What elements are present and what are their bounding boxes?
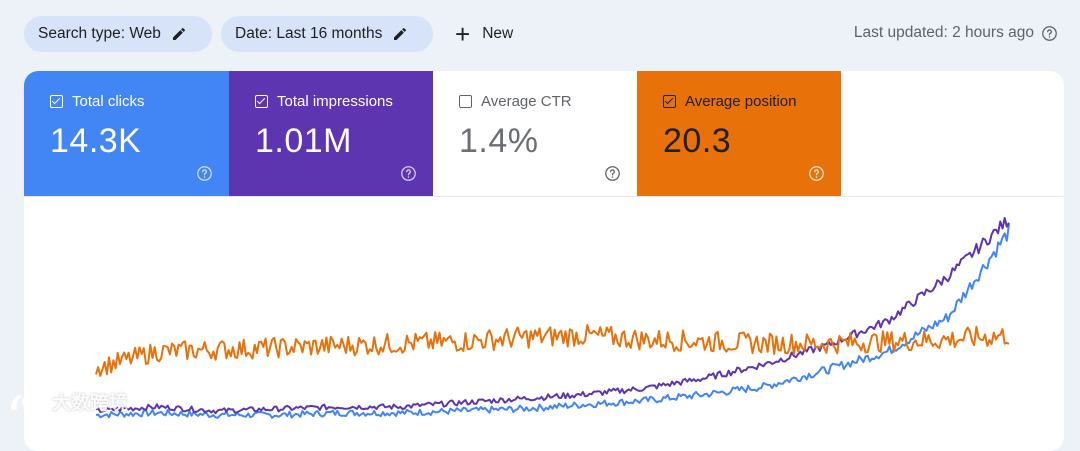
last-updated-text: Last updated: 2 hours ago — [853, 24, 1034, 41]
watermark-logo-icon — [11, 394, 46, 410]
metric-checkbox[interactable] — [663, 95, 676, 108]
metric-value: 1.01M — [255, 122, 352, 160]
last-updated-status: Last updated: 2 hours ago — [854, 24, 1058, 42]
metric-checkbox[interactable] — [50, 95, 63, 108]
series-line-average-position — [95, 324, 1010, 377]
watermark-text: 大数跨境 — [52, 393, 129, 414]
series-line-total-impressions — [95, 217, 1010, 415]
edit-pencil-icon — [394, 27, 407, 40]
metric-divider — [24, 196, 1064, 197]
metric-label: Average CTR — [481, 93, 572, 110]
help-icon[interactable] — [808, 165, 825, 182]
date-range-filter-chip[interactable]: Date: Last 16 months — [221, 16, 433, 52]
search-type-label: Search type: Web — [38, 25, 161, 42]
edit-pencil-icon — [172, 27, 185, 40]
watermark: 大数跨境 — [8, 388, 128, 415]
metric-tile-average-ctr[interactable]: Average CTR 1.4% — [433, 71, 637, 196]
metric-label: Average position — [685, 93, 797, 110]
search-type-filter-chip[interactable]: Search type: Web — [24, 16, 212, 52]
series-line-total-clicks — [95, 223, 1010, 419]
metric-tile-total-impressions[interactable]: Total impressions 1.01M — [229, 71, 433, 196]
metric-value: 14.3K — [50, 122, 142, 160]
metric-tile-total-clicks[interactable]: Total clicks 14.3K — [24, 71, 229, 196]
help-icon[interactable] — [604, 165, 621, 182]
metric-checkbox[interactable] — [255, 95, 268, 108]
performance-card: Total clicks 14.3K Total impressions 1.0… — [24, 71, 1064, 451]
help-icon[interactable] — [400, 165, 417, 182]
new-filter-label: New — [482, 25, 514, 42]
metric-label: Total clicks — [72, 93, 145, 110]
help-icon[interactable] — [196, 165, 213, 182]
performance-line-chart — [95, 217, 1010, 419]
date-range-label: Date: Last 16 months — [235, 25, 383, 42]
help-icon[interactable] — [1041, 25, 1058, 42]
plus-icon: + — [455, 19, 471, 49]
metric-checkbox[interactable] — [459, 95, 472, 108]
metric-value: 1.4% — [459, 122, 539, 160]
metric-tile-average-position[interactable]: Average position 20.3 — [637, 71, 841, 196]
metric-label: Total impressions — [277, 93, 393, 110]
metric-value: 20.3 — [663, 122, 732, 160]
toolbar: Search type: Web Date: Last 16 months + … — [0, 0, 1080, 70]
new-filter-button[interactable]: + New — [455, 16, 513, 52]
